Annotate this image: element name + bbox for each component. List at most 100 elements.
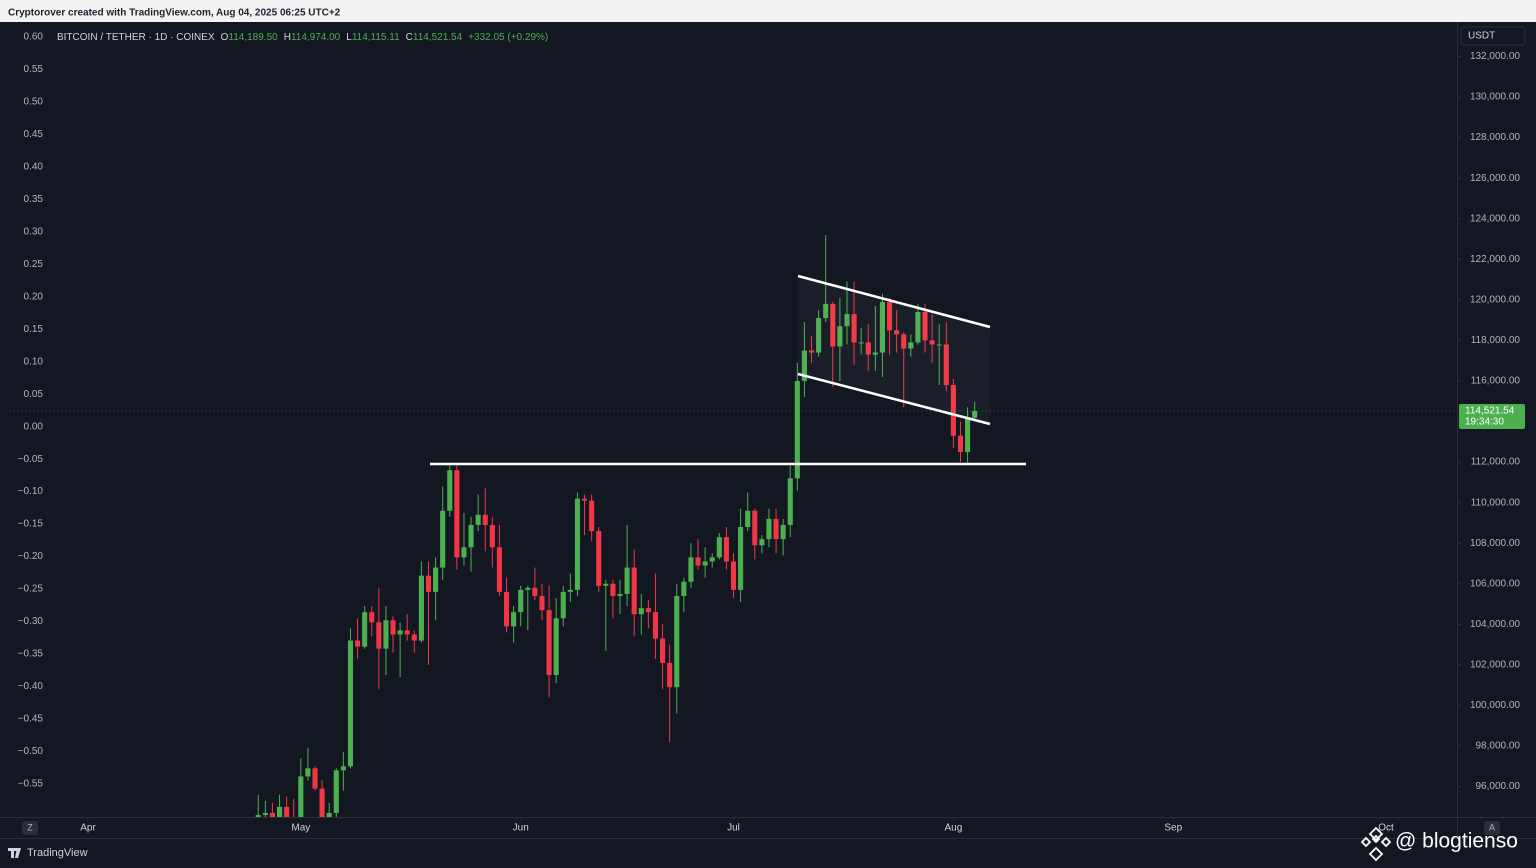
candle-body bbox=[362, 612, 368, 647]
candle-body bbox=[830, 303, 836, 347]
candle bbox=[305, 748, 311, 781]
candle-body bbox=[532, 587, 538, 596]
candle-body bbox=[269, 812, 275, 817]
candle-body bbox=[610, 583, 616, 596]
countdown: 19:34:30 bbox=[1465, 417, 1504, 428]
candle bbox=[404, 614, 410, 641]
candle bbox=[844, 281, 850, 345]
brand: TradingView bbox=[27, 847, 88, 859]
candle-body bbox=[787, 478, 793, 525]
candle-body bbox=[369, 612, 375, 623]
y2-tick-label: −0.20 bbox=[18, 551, 44, 562]
candle-body bbox=[340, 766, 346, 771]
candle-body bbox=[262, 812, 268, 815]
candle bbox=[347, 628, 354, 769]
zoom-button-label[interactable]: Z bbox=[27, 822, 33, 832]
y-tick-label: 122,000.00 bbox=[1470, 254, 1520, 265]
candle-body bbox=[759, 539, 765, 546]
candle-body bbox=[879, 301, 886, 353]
candle-body bbox=[695, 557, 701, 566]
candle-body bbox=[645, 608, 651, 613]
candle-body bbox=[872, 352, 878, 355]
candle bbox=[546, 585, 552, 698]
y-tick-label: 116,000.00 bbox=[1471, 376, 1521, 387]
candle bbox=[752, 508, 758, 560]
candle-body bbox=[333, 770, 339, 813]
candle-body bbox=[780, 524, 786, 540]
y2-tick-label: 0.55 bbox=[24, 64, 44, 75]
candle bbox=[759, 535, 765, 554]
currency[interactable]: USDT bbox=[1468, 31, 1495, 42]
candle-body bbox=[901, 334, 907, 349]
candle bbox=[461, 512, 467, 566]
x-tick-label: Apr bbox=[80, 823, 96, 834]
candle-body bbox=[702, 561, 708, 566]
header-text: Cryptorover created with TradingView.com… bbox=[8, 8, 341, 19]
candle bbox=[276, 794, 283, 817]
currency-box[interactable] bbox=[1460, 26, 1526, 46]
candle bbox=[801, 322, 807, 398]
y2-tick-label: 0.00 bbox=[24, 421, 44, 432]
y2-tick-label: 0.30 bbox=[24, 226, 44, 237]
candle bbox=[894, 309, 900, 353]
candle bbox=[383, 606, 389, 676]
y2-tick-label: −0.05 bbox=[18, 454, 44, 465]
candle bbox=[319, 780, 325, 817]
footer-bar bbox=[0, 838, 1536, 868]
candle bbox=[681, 577, 687, 613]
candle-body bbox=[489, 524, 495, 548]
x-tick-label: Sep bbox=[1164, 823, 1182, 834]
candle bbox=[688, 543, 694, 588]
candle-body bbox=[894, 330, 900, 335]
candle-body bbox=[837, 326, 843, 347]
candle-body bbox=[794, 380, 800, 479]
auto-button[interactable] bbox=[1484, 821, 1500, 835]
candle bbox=[312, 766, 318, 791]
candle-body bbox=[631, 567, 637, 615]
candle-body bbox=[433, 567, 439, 592]
candle-body bbox=[844, 314, 850, 327]
candle bbox=[780, 518, 786, 556]
candle-body bbox=[326, 812, 332, 817]
candle-body bbox=[688, 557, 694, 582]
candle-body bbox=[390, 620, 396, 635]
candle bbox=[929, 314, 935, 363]
candle bbox=[886, 297, 893, 355]
channel-upper-line bbox=[797, 274, 991, 329]
y2-tick-label: −0.35 bbox=[18, 649, 44, 660]
candle bbox=[723, 526, 729, 570]
candle bbox=[738, 508, 744, 603]
candle-body bbox=[716, 537, 722, 558]
candle bbox=[525, 585, 531, 631]
candle bbox=[482, 488, 488, 552]
y-tick-label: 130,000.00 bbox=[1470, 92, 1520, 103]
y2-tick-label: 0.25 bbox=[24, 259, 44, 270]
candle-body bbox=[652, 612, 659, 639]
candle bbox=[901, 332, 907, 408]
candle bbox=[503, 577, 510, 633]
candle bbox=[440, 486, 446, 580]
candle-body bbox=[447, 470, 453, 511]
candle bbox=[326, 802, 332, 817]
candle bbox=[532, 567, 538, 600]
candle-body bbox=[553, 618, 559, 676]
ohlc-key: O bbox=[221, 32, 229, 43]
candle bbox=[454, 464, 460, 570]
candle bbox=[965, 407, 971, 465]
candle bbox=[475, 494, 481, 532]
candle bbox=[447, 464, 453, 517]
y-tick-label: 98,000.00 bbox=[1476, 741, 1521, 752]
candle-body bbox=[965, 417, 971, 452]
ohlc-value: 114,189.50 bbox=[228, 32, 278, 43]
watermark-logo bbox=[1360, 826, 1392, 862]
candle bbox=[667, 644, 673, 742]
candle-body bbox=[660, 638, 666, 663]
auto-button-label[interactable]: A bbox=[1489, 822, 1495, 832]
candle bbox=[943, 322, 949, 392]
y-tick-label: 112,000.00 bbox=[1471, 457, 1521, 468]
candle-body bbox=[454, 470, 460, 558]
zoom-button[interactable] bbox=[22, 821, 38, 835]
candle-body bbox=[319, 788, 325, 817]
candle bbox=[716, 533, 722, 560]
y-tick-label: 110,000.00 bbox=[1471, 497, 1521, 508]
